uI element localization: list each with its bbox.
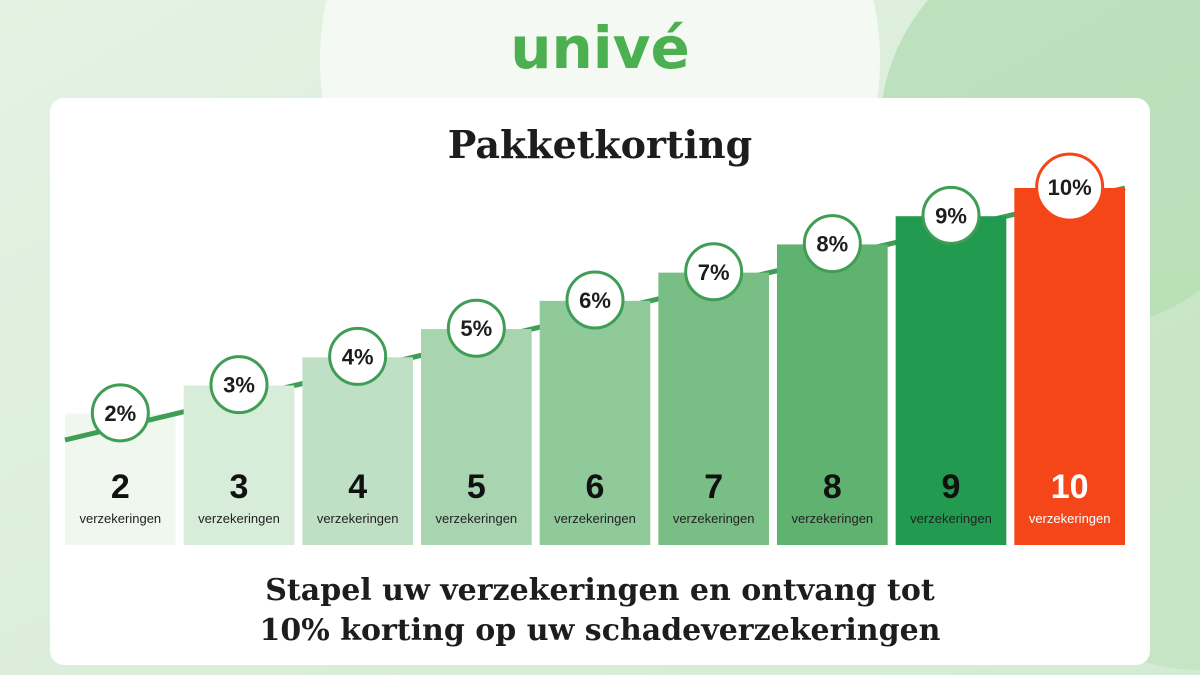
- logo: univé: [510, 14, 690, 82]
- step-bar: [777, 244, 888, 545]
- step-bar: [1014, 188, 1125, 545]
- title: Pakketkorting: [448, 122, 752, 167]
- step-label: verzekeringen: [436, 511, 518, 526]
- step-count: 4: [348, 468, 367, 506]
- discount-label: 8%: [816, 232, 848, 257]
- step-label: verzekeringen: [673, 511, 755, 526]
- discount-label: 4%: [342, 344, 374, 369]
- step-count: 10: [1051, 468, 1089, 506]
- footer-line: 10% korting op uw schadeverzekeringen: [260, 613, 941, 648]
- discount-badge: [446, 298, 506, 358]
- discount-label: 5%: [460, 316, 492, 341]
- discount-label: 10%: [1048, 175, 1092, 200]
- step-bar: [539, 300, 651, 545]
- discount-badge: [1035, 152, 1105, 222]
- step-count: 5: [467, 468, 486, 506]
- step-count: 6: [586, 468, 605, 506]
- step-count: 7: [704, 468, 723, 506]
- step-label: verzekeringen: [554, 511, 636, 526]
- discount-label: 3%: [223, 373, 255, 398]
- footer-line: Stapel uw verzekeringen en ontvang tot: [265, 573, 935, 608]
- step-count: 8: [823, 468, 842, 506]
- discount-badge: [802, 214, 862, 274]
- discount-label: 2%: [104, 401, 136, 426]
- step-bar: [895, 216, 1007, 546]
- discount-label: 6%: [579, 288, 611, 313]
- discount-badge: [209, 355, 269, 415]
- discount-badge: [90, 383, 150, 443]
- step-bar: [302, 357, 413, 545]
- step-label: verzekeringen: [1029, 511, 1111, 526]
- discount-label: 9%: [935, 203, 967, 228]
- discount-badge: [921, 185, 981, 245]
- steps: 2% 2 verzekeringen 3% 3 verzekeringen 4% 4 verze…: [64, 152, 1126, 546]
- discount-badge: [565, 270, 625, 330]
- step-bar: [421, 329, 532, 545]
- step-bar: [658, 272, 769, 545]
- discount-badge: [328, 326, 388, 386]
- discount-badge: [684, 242, 744, 302]
- step-label: verzekeringen: [198, 511, 280, 526]
- step-label: verzekeringen: [910, 511, 992, 526]
- step-label: verzekeringen: [317, 511, 399, 526]
- discount-label: 7%: [698, 260, 730, 285]
- step-label: verzekeringen: [792, 511, 874, 526]
- step-count: 9: [942, 468, 961, 506]
- step-label: verzekeringen: [80, 511, 162, 526]
- step-count: 2: [111, 468, 130, 506]
- step-count: 3: [230, 468, 249, 506]
